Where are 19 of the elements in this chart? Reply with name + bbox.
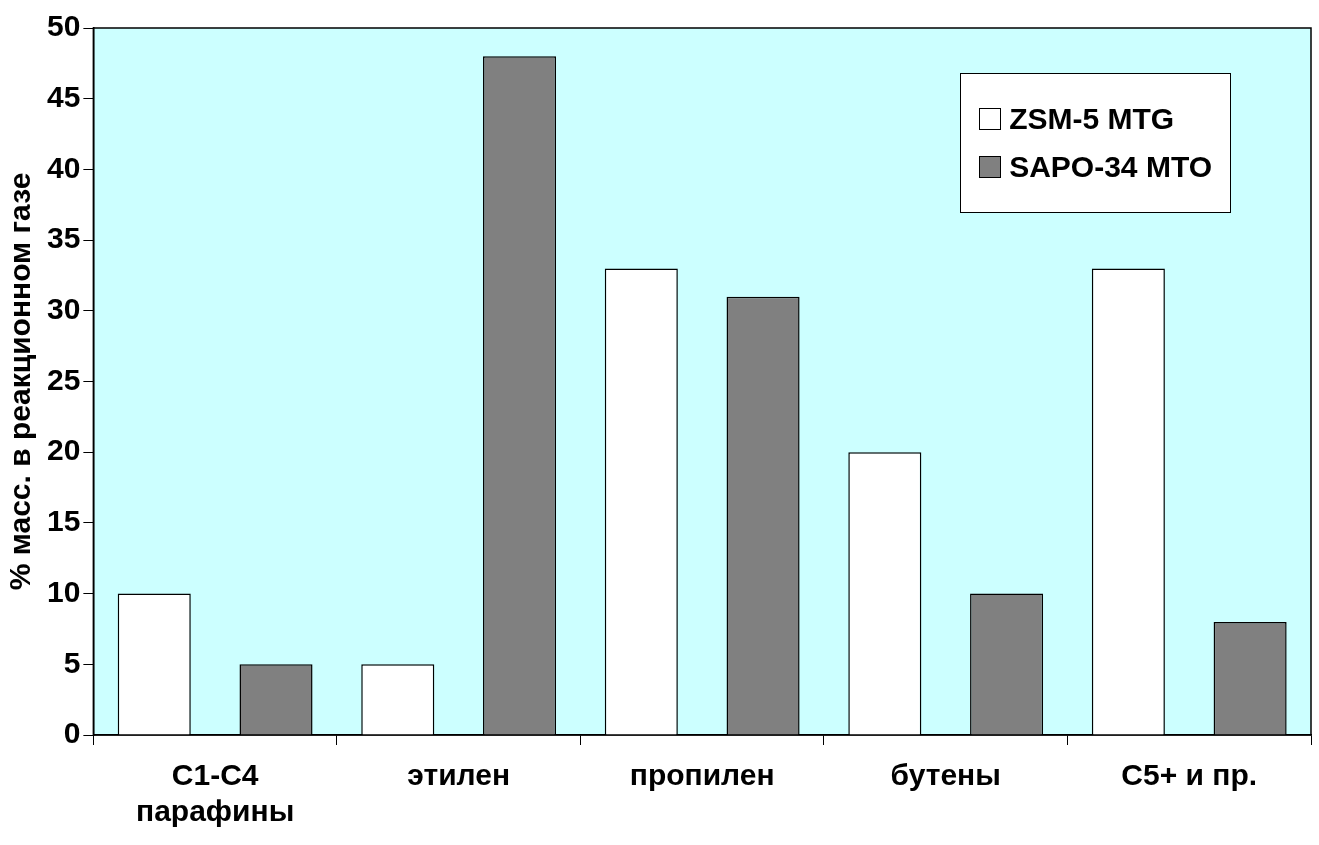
x-tick-label: бутены [890, 758, 1001, 792]
x-tick-label: пропилен [629, 758, 775, 792]
y-tick-label: 0 [63, 716, 81, 750]
legend-label: SAPO-34 MTO [1009, 150, 1212, 184]
y-tick-label: 40 [46, 150, 81, 184]
y-tick-label: 45 [46, 79, 81, 113]
y-tick-label: 30 [46, 292, 81, 326]
y-axis-title: % масс. в реакционном газе [3, 172, 37, 591]
y-tick-label: 35 [46, 221, 81, 255]
y-tick-label: 25 [46, 362, 81, 396]
x-tick-label: C1-C4 парафины [136, 758, 295, 828]
x-tick-label: C5+ и пр. [1121, 758, 1258, 792]
y-tick-label: 50 [46, 9, 81, 43]
y-tick-label: 20 [46, 433, 81, 467]
x-tick-label: этилен [407, 758, 511, 792]
y-tick-label: 10 [46, 574, 81, 608]
y-tick-label: 15 [46, 504, 81, 538]
legend-label: ZSM-5 MTG [1009, 102, 1175, 136]
y-tick-label: 5 [63, 645, 81, 679]
